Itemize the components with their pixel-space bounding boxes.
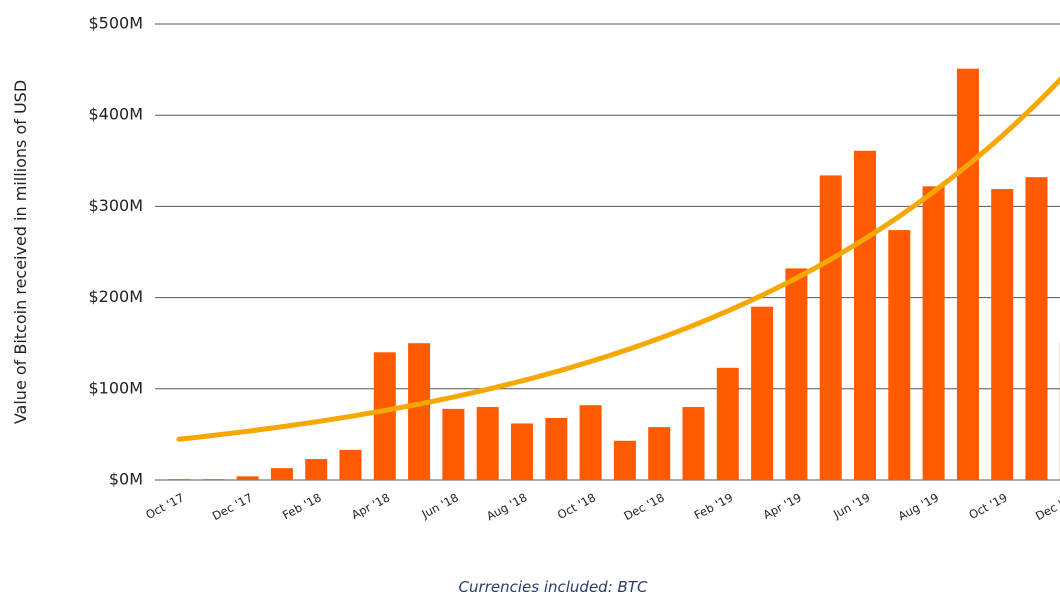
x-tick-label: Jun '18 (419, 490, 461, 521)
trend-line (176, 76, 1060, 442)
bar (579, 405, 602, 480)
bar (373, 352, 396, 480)
bar (511, 423, 533, 480)
bar (991, 189, 1014, 480)
bar (613, 440, 636, 480)
bar (168, 479, 190, 480)
bar (888, 230, 911, 480)
x-tick-label: Apr '18 (349, 490, 392, 522)
x-tick-label: Dec '19 (1033, 490, 1060, 523)
x-tick-label: Oct '19 (967, 490, 1010, 522)
x-tick-label: Dec '17 (210, 490, 255, 523)
bar (751, 306, 774, 480)
bar (819, 175, 842, 480)
y-tick-label: $200M (88, 287, 143, 306)
footnote: Currencies included: BTC (459, 578, 648, 596)
x-tick-label: Feb '19 (692, 490, 735, 522)
bar (476, 407, 499, 480)
y-tick-label: $0M (109, 470, 143, 489)
x-tick-label: Oct '17 (143, 490, 186, 522)
y-tick-label: $300M (88, 196, 143, 215)
bar (956, 68, 979, 481)
x-tick-label: Aug '18 (484, 490, 529, 523)
bar (785, 268, 808, 480)
x-tick-label: Apr '19 (761, 490, 804, 522)
bar (408, 343, 431, 480)
bar (270, 468, 293, 480)
bar (305, 459, 328, 480)
bar (682, 407, 705, 480)
x-tick-label: Oct '18 (555, 490, 598, 522)
bar (922, 186, 945, 480)
x-tick-label: Feb '18 (280, 490, 323, 522)
bar (442, 408, 465, 480)
x-tick-label: Jun '19 (830, 490, 872, 521)
bar (716, 367, 739, 480)
bar (545, 417, 568, 480)
x-tick-label: Aug '19 (896, 490, 941, 523)
y-tick-label: $500M (88, 14, 143, 33)
bar (339, 449, 362, 480)
y-axis-title: Value of Bitcoin received in millions of… (11, 80, 30, 424)
y-tick-label: $400M (88, 105, 143, 124)
bar (236, 476, 259, 480)
x-tick-label: Dec '18 (621, 490, 666, 523)
y-tick-label: $100M (88, 378, 143, 397)
bar (854, 150, 876, 480)
bar (648, 427, 671, 480)
bar (1025, 177, 1048, 480)
bar (202, 479, 225, 480)
